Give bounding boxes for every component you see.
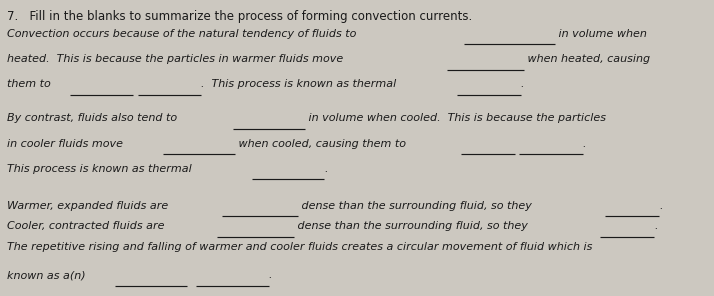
Text: .: . [268,270,272,280]
Text: Convection occurs because of the natural tendency of fluids to: Convection occurs because of the natural… [0,29,360,39]
Text: in cooler fluids move: in cooler fluids move [0,139,126,149]
Text: .: . [521,79,524,89]
Text: The repetitive rising and falling of warmer and cooler fluids creates a circular: The repetitive rising and falling of war… [0,242,593,252]
Text: .: . [583,139,586,149]
Text: .: . [654,221,658,231]
Text: .: . [659,201,663,211]
Text: known as a(n): known as a(n) [0,270,89,280]
Text: Warmer, expanded fluids are: Warmer, expanded fluids are [0,201,172,211]
Text: Cooler, contracted fluids are: Cooler, contracted fluids are [0,221,168,231]
Text: 7.   Fill in the blanks to summarize the process of forming convection currents.: 7. Fill in the blanks to summarize the p… [7,10,473,23]
Text: them to: them to [0,79,54,89]
Text: By contrast, fluids also tend to: By contrast, fluids also tend to [0,113,181,123]
Text: .  This process is known as thermal: . This process is known as thermal [201,79,400,89]
Text: This process is known as thermal: This process is known as thermal [0,164,195,174]
Text: in volume when: in volume when [555,29,647,39]
Text: .: . [324,164,328,174]
Text: heated.  This is because the particles in warmer fluids move: heated. This is because the particles in… [0,54,347,64]
Text: dense than the surrounding fluid, so they: dense than the surrounding fluid, so the… [293,221,531,231]
Text: dense than the surrounding fluid, so they: dense than the surrounding fluid, so the… [298,201,536,211]
Text: when heated, causing: when heated, causing [524,54,650,64]
Text: in volume when cooled.  This is because the particles: in volume when cooled. This is because t… [306,113,606,123]
Text: when cooled, causing them to: when cooled, causing them to [236,139,410,149]
